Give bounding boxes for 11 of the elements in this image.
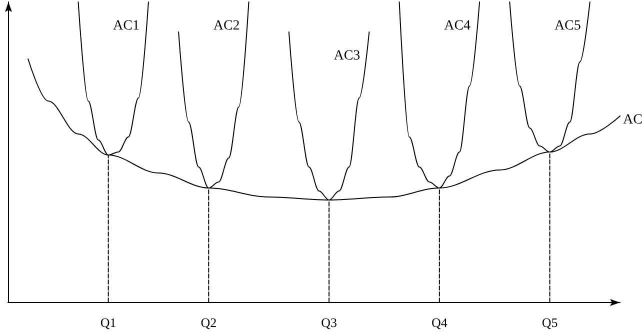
series-label: AC5 (554, 18, 581, 34)
x-tick-label: Q5 (542, 315, 558, 330)
x-tick-label: Q2 (200, 315, 217, 330)
series-label: AC2 (213, 18, 240, 34)
series-label: AC3 (334, 48, 360, 64)
series-label: AC1 (113, 18, 140, 34)
x-tick-label: Q1 (100, 315, 116, 330)
series-label: AC4 (444, 18, 471, 34)
x-tick-label: Q3 (321, 315, 337, 330)
series-label: AC (623, 112, 642, 128)
x-tick-label: Q4 (431, 315, 448, 330)
